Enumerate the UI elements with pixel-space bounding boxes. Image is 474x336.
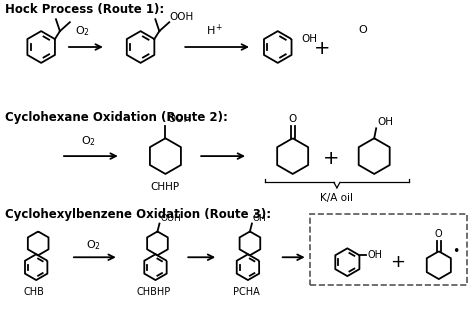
Text: O: O bbox=[358, 25, 367, 35]
Text: •: • bbox=[452, 245, 459, 258]
Text: OH: OH bbox=[377, 117, 393, 127]
Text: CHB: CHB bbox=[24, 287, 45, 297]
Text: +: + bbox=[314, 40, 331, 58]
Text: Cyclohexane Oxidation (Route 2):: Cyclohexane Oxidation (Route 2): bbox=[5, 112, 228, 124]
Bar bbox=[310, 214, 466, 285]
Text: O$_2$: O$_2$ bbox=[75, 24, 91, 38]
Text: PCHA: PCHA bbox=[233, 287, 259, 297]
Text: O: O bbox=[289, 114, 297, 124]
Text: OOH: OOH bbox=[169, 12, 193, 22]
Text: +: + bbox=[391, 253, 406, 271]
Text: O: O bbox=[435, 229, 443, 240]
Text: OOH: OOH bbox=[161, 214, 181, 222]
Text: OOH: OOH bbox=[167, 114, 191, 124]
Text: OH: OH bbox=[253, 214, 267, 222]
Text: OH: OH bbox=[367, 250, 383, 260]
Text: K/A oil: K/A oil bbox=[320, 193, 354, 203]
Text: CHHP: CHHP bbox=[151, 182, 180, 192]
Text: Hock Process (Route 1):: Hock Process (Route 1): bbox=[5, 3, 164, 16]
Text: CHBHP: CHBHP bbox=[137, 287, 171, 297]
Text: O$_2$: O$_2$ bbox=[82, 134, 96, 148]
Text: +: + bbox=[323, 149, 340, 168]
Text: H$^+$: H$^+$ bbox=[206, 23, 224, 38]
Text: O$_2$: O$_2$ bbox=[86, 239, 101, 252]
Text: Cyclohexylbenzene Oxidation (Route 3):: Cyclohexylbenzene Oxidation (Route 3): bbox=[5, 208, 272, 221]
Text: OH: OH bbox=[301, 34, 318, 44]
